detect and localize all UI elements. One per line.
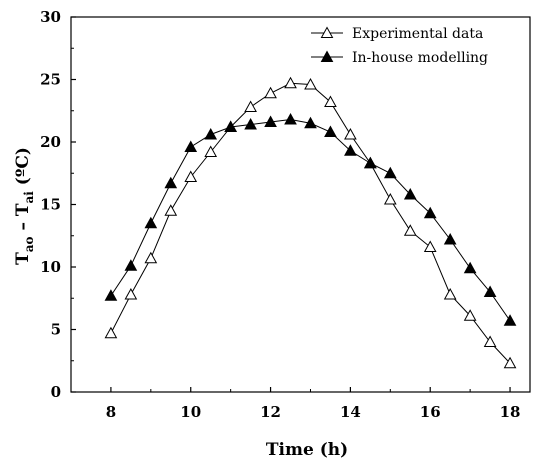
legend-label-experimental: Experimental data	[352, 26, 483, 42]
data-point-experimental	[144, 251, 158, 264]
data-point-experimental	[264, 86, 277, 99]
data-point-modelling	[443, 232, 457, 245]
y-axis-title-t2: – T	[13, 203, 33, 236]
plot-frame	[70, 16, 531, 393]
data-point-experimental	[324, 95, 337, 107]
legend-marker-experimental	[320, 26, 334, 38]
data-point-modelling	[224, 120, 237, 132]
data-point-experimental	[184, 170, 198, 182]
data-point-modelling	[403, 187, 417, 200]
y-axis-title-sub2: ai	[22, 191, 36, 204]
data-point-modelling	[344, 144, 357, 156]
axes: 8 10 12 14 16 18 0 5 10 15 20 25 30	[40, 8, 531, 421]
data-point-modelling	[144, 216, 158, 229]
data-point-modelling	[124, 259, 138, 271]
data-point-modelling	[244, 117, 257, 130]
y-tick-label: 25	[40, 71, 61, 89]
y-axis-title-t1: T	[13, 252, 33, 265]
data-point-modelling	[503, 314, 517, 326]
x-axis-title: Time (h)	[266, 440, 348, 460]
data-point-experimental	[344, 127, 357, 140]
data-point-experimental	[204, 145, 218, 157]
x-tick-label: 12	[260, 403, 281, 421]
data-point-modelling	[164, 176, 178, 189]
data-point-experimental	[164, 204, 178, 216]
data-point-experimental	[443, 287, 457, 300]
data-point-experimental	[284, 76, 297, 89]
data-point-experimental	[423, 240, 437, 252]
data-point-modelling	[324, 125, 337, 137]
data-point-modelling	[463, 261, 477, 274]
x-tick-label: 10	[180, 403, 201, 421]
x-tick-label: 14	[340, 403, 361, 421]
y-axis-title-unit: (ºC)	[13, 147, 33, 191]
y-tick-label: 10	[40, 258, 61, 276]
legend: Experimental data In-house modelling	[311, 26, 488, 66]
series-layer	[104, 76, 517, 369]
data-point-modelling	[383, 166, 397, 179]
data-point-experimental	[483, 335, 497, 347]
y-axis-title-sub1: ao	[22, 236, 36, 252]
x-tick-label: 16	[420, 403, 441, 421]
y-axis-title: Tao – Tai (ºC)	[13, 147, 36, 265]
y-tick-label: 15	[40, 196, 61, 214]
data-point-modelling	[184, 140, 198, 152]
data-point-modelling	[423, 206, 437, 219]
legend-label-modelling: In-house modelling	[352, 50, 488, 66]
data-point-modelling	[483, 285, 497, 297]
data-point-experimental	[463, 309, 477, 321]
data-point-experimental	[383, 192, 397, 205]
data-point-modelling	[264, 115, 277, 127]
data-point-experimental	[304, 77, 317, 90]
data-point-experimental	[403, 224, 417, 236]
data-point-modelling	[364, 156, 377, 169]
data-point-experimental	[124, 287, 138, 300]
y-tick-label: 0	[51, 383, 61, 401]
y-tick-label: 20	[40, 133, 61, 151]
legend-marker-modelling	[320, 50, 334, 62]
data-point-modelling	[304, 116, 317, 129]
y-tick-label: 5	[51, 321, 61, 339]
data-point-experimental	[244, 100, 257, 112]
data-point-modelling	[104, 289, 118, 301]
y-tick-label: 30	[40, 8, 61, 26]
data-point-experimental	[503, 356, 517, 369]
x-tick-label: 8	[106, 403, 116, 421]
data-point-modelling	[284, 112, 297, 125]
data-point-experimental	[104, 326, 118, 339]
data-point-modelling	[204, 127, 218, 140]
x-tick-label: 18	[500, 403, 521, 421]
